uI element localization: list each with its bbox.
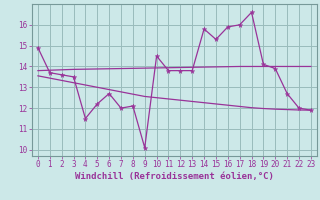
X-axis label: Windchill (Refroidissement éolien,°C): Windchill (Refroidissement éolien,°C) bbox=[75, 172, 274, 181]
